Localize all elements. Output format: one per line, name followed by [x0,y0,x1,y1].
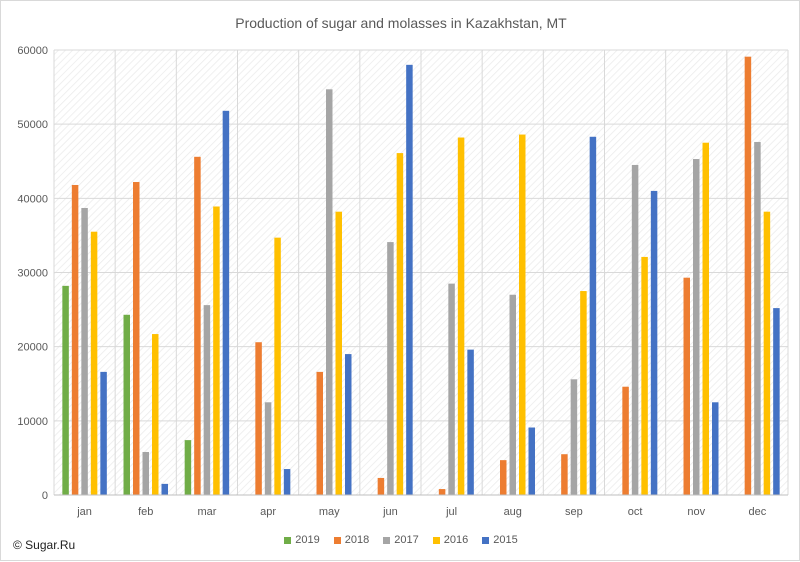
bar-2016-jan [90,231,98,496]
bar-2015-jan [100,371,107,495]
bar-2016-jun [396,153,404,495]
bar-2016-sep [580,291,587,495]
bar-2015-nov [712,402,719,495]
bar-2016-aug [519,134,526,496]
x-tick-label: dec [749,506,767,518]
bar-2015-jul [467,349,474,495]
chart-title: Production of sugar and molasses in Kaza… [235,15,567,31]
bar-2018-feb [133,182,140,495]
chart-legend: 2019 2018 2017 2016 2015 [1,534,800,546]
x-tick-label: aug [504,506,522,518]
y-tick-label: 60000 [17,45,48,57]
bar-2015-may [345,354,352,495]
bar-2017-jun [387,242,394,495]
x-tick-label: jan [76,506,92,518]
bar-2018-may [316,371,323,495]
y-tick-label: 10000 [17,416,48,428]
legend-label: 2019 [295,534,320,546]
legend-label: 2018 [344,534,370,546]
legend-item-2016: 2016 [432,534,469,546]
x-tick-label: feb [138,506,153,518]
bar-2016-dec [763,211,771,495]
bar-2017-nov [693,159,700,495]
bar-2018-nov [683,277,690,495]
y-tick-label: 30000 [17,268,48,280]
bar-2016-feb [152,334,159,495]
bar-2017-dec [754,141,761,495]
bar-2015-apr [283,469,291,495]
bar-2018-mar [194,156,201,496]
bar-2015-oct [650,190,658,495]
bar-2016-may [335,211,342,495]
legend-label: 2017 [394,534,419,546]
bar-2018-apr [255,342,262,495]
y-tick-label: 40000 [17,193,48,205]
legend-swatch [383,536,391,544]
bar-2018-jul [438,489,446,495]
x-tick-label: jun [382,506,398,518]
bar-2018-oct [622,386,629,495]
bar-2018-jun [377,477,385,495]
legend-item-2015: 2015 [482,534,518,546]
y-tick-label: 20000 [17,342,48,354]
bar-2015-dec [773,308,780,495]
bar-2017-jan [81,207,88,495]
bar-2015-feb [161,483,168,495]
bar-2016-oct [641,256,648,495]
x-tick-label: jul [445,506,457,518]
bar-2017-apr [264,402,272,495]
bar-2015-aug [528,427,535,495]
copyright-text: © Sugar.Ru [13,538,76,552]
bar-2017-jul [448,283,455,495]
legend-swatch [284,536,292,544]
legend-item-2018: 2018 [333,534,370,546]
x-tick-label: oct [628,506,643,518]
bar-2018-jan [71,184,79,495]
x-tick-label: mar [197,506,216,518]
bar-2017-mar [203,305,211,495]
bar-2015-mar [222,110,230,496]
bar-2017-may [326,89,333,495]
legend-swatch [333,536,341,544]
x-tick-label: nov [687,506,705,518]
bar-2016-nov [702,142,709,496]
bar-2016-jul [457,137,465,495]
bar-2016-apr [274,237,281,495]
y-tick-label: 50000 [17,119,48,131]
bar-2018-aug [500,460,507,495]
bar-2019-mar [184,440,192,495]
legend-item-2019: 2019 [284,534,320,546]
x-tick-label: sep [565,506,583,518]
bar-2015-jun [406,64,413,496]
bar-2015-sep [589,136,597,495]
bar-2017-sep [570,379,578,495]
bar-2017-feb [142,451,149,495]
legend-swatch [482,536,490,544]
legend-label: 2016 [443,534,469,546]
bar-2016-mar [213,206,220,495]
legend-label: 2015 [493,534,518,546]
legend-item-2017: 2017 [383,534,419,546]
x-tick-label: apr [260,506,276,518]
bar-2018-sep [561,454,568,495]
legend-swatch [432,536,440,544]
bar-2017-aug [509,294,516,495]
bar-2018-dec [744,56,752,496]
bar-2017-oct [631,164,639,496]
x-tick-label: may [319,506,340,518]
y-tick-label: 0 [42,490,48,502]
bar-2019-feb [123,314,130,495]
bar-2019-jan [62,285,69,495]
